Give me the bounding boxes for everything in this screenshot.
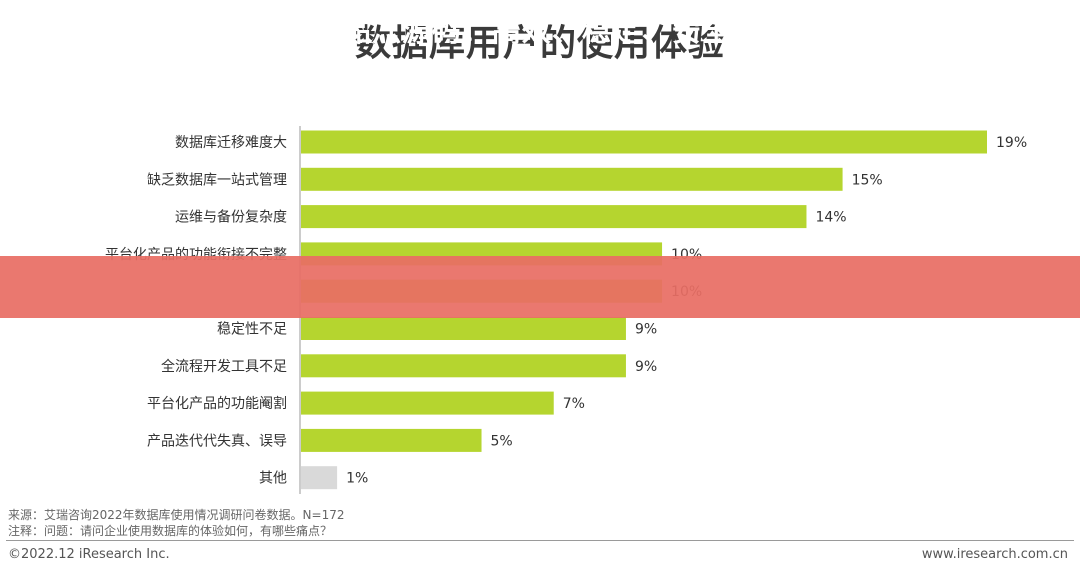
category-label: 稳定性不足	[217, 322, 287, 338]
chart-title: 数据库用户的使用体验	[354, 23, 725, 64]
data-label: 9%	[635, 322, 657, 338]
bar	[301, 130, 987, 154]
data-label: 14%	[815, 210, 846, 226]
bar	[301, 354, 626, 378]
annotation-note: 注释：问题：请问企业使用数据库的体验如何，有哪些痛点？	[8, 524, 333, 538]
banner-text: 99 国精产品灬源码：高效、稳定、安全的开发利器	[198, 14, 882, 48]
category-label: 平台化产品的功能阉割	[147, 395, 287, 412]
data-label: 15%	[852, 172, 883, 188]
footer-divider	[6, 540, 1074, 541]
category-label: 缺乏数据库一站式管理	[147, 172, 287, 188]
category-label: 运维与备份复杂度	[175, 209, 287, 226]
category-label: 产品迭代代失真、误导	[147, 433, 287, 449]
bar	[301, 205, 807, 229]
overlay-banner	[0, 256, 1080, 318]
bar	[301, 317, 626, 340]
website-text: www.iresearch.com.cn	[921, 547, 1068, 562]
data-label: 9%	[635, 359, 657, 375]
data-label: 1%	[346, 471, 368, 487]
data-label: 19%	[996, 135, 1027, 151]
bar	[301, 167, 843, 191]
bar	[301, 466, 338, 490]
category-label: 全流程开发工具不足	[161, 358, 287, 375]
category-label: 其他	[259, 471, 287, 487]
data-label: 7%	[563, 396, 585, 412]
bar	[301, 428, 482, 452]
source-note: 来源：艾瑞咨询2022年数据库使用情况调研问卷数据。N=172	[8, 508, 345, 522]
category-label: 数据库迁移难度大	[175, 135, 287, 151]
copyright-text: ©2022.12 iResearch Inc.	[8, 547, 170, 562]
data-label: 5%	[491, 433, 513, 449]
bar	[301, 391, 554, 415]
